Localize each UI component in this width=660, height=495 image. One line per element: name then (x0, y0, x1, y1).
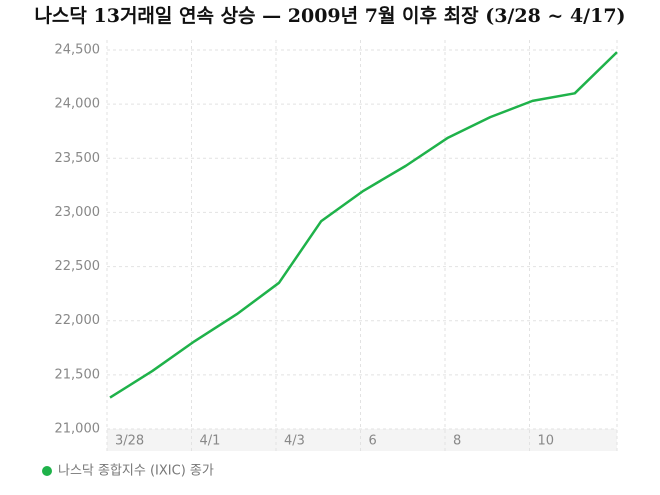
line-series (109, 51, 618, 399)
x-tick-label: 4/1 (200, 434, 221, 449)
y-tick-label: 23,000 (55, 205, 101, 220)
x-tick-label: 3/28 (115, 434, 144, 449)
x-tick-label: 8 (453, 434, 461, 449)
y-tick-label: 22,000 (55, 313, 101, 328)
chart-title: 나스닥 13거래일 연속 상승 — 2009년 7월 이후 최장 (3/28 ~… (34, 5, 625, 27)
x-tick-label: 6 (369, 434, 377, 449)
x-tick-label: 4/3 (284, 434, 305, 449)
y-tick-label: 23,500 (55, 151, 101, 166)
y-tick-label: 24,500 (55, 43, 101, 58)
x-tick-label: 10 (538, 434, 555, 449)
y-tick-label: 22,500 (55, 259, 101, 274)
y-tick-label: 24,000 (55, 97, 101, 112)
legend-label: 나스닥 종합지수 (IXIC) 종가 (58, 464, 214, 479)
y-tick-label: 21,500 (55, 367, 101, 382)
x-axis-band (107, 429, 617, 451)
y-tick-label: 21,000 (55, 422, 101, 437)
legend-marker (42, 466, 52, 476)
